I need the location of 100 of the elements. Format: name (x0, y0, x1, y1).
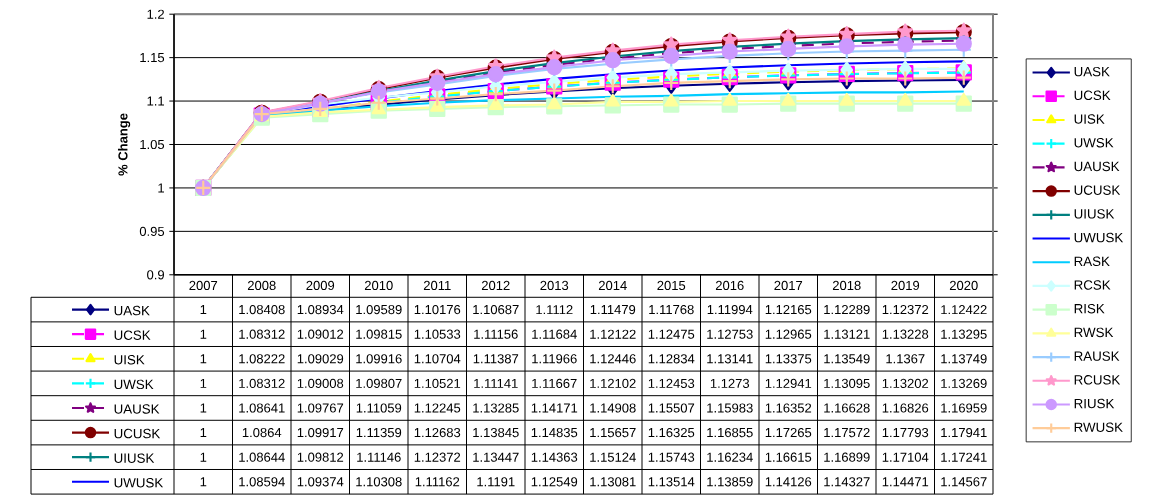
data-label: 1.09812 (297, 452, 344, 462)
data-label: 1.11162 (415, 477, 460, 487)
data-label: 1.13295 (941, 329, 987, 339)
legend-label: UCSK (1074, 90, 1111, 101)
y-tick-label: 1.2 (147, 9, 164, 19)
data-label: 1.13285 (473, 403, 519, 413)
x-tick-label: 2018 (832, 280, 861, 291)
data-label: 1.08408 (239, 304, 285, 315)
data-label: 1.0864 (242, 427, 282, 438)
data-label: 1.10704 (414, 354, 461, 364)
data-label: 1.16628 (824, 403, 870, 413)
data-label: 1 (200, 305, 207, 315)
data-label: 1.16855 (707, 427, 753, 438)
data-label: 1.13081 (590, 477, 636, 487)
data-label: 1.13375 (765, 354, 812, 364)
data-label: 1.13447 (473, 452, 519, 462)
x-tick-label: 2016 (715, 280, 744, 291)
data-label: 1.14567 (941, 477, 987, 487)
y-tick-label: 0.9 (147, 270, 165, 280)
data-label: 1.08222 (239, 354, 285, 364)
y-tick-label: 0.95 (139, 226, 165, 236)
data-label: 1.17793 (882, 427, 929, 438)
data-label: 1.11156 (474, 329, 518, 339)
x-tick-label: 2010 (364, 280, 393, 291)
data-label: 1.12834 (648, 354, 695, 364)
legend-label: RIUSK (1074, 398, 1115, 409)
data-label: 1.15657 (590, 427, 636, 438)
y-tick-label: 1.05 (140, 139, 165, 150)
data-label: 1.12549 (531, 477, 578, 487)
x-tick-label: 2019 (891, 280, 920, 291)
data-label: 1.08644 (239, 452, 285, 462)
data-label: 1.13202 (882, 378, 929, 388)
data-label: 1 (200, 378, 207, 388)
data-label: 1.14835 (531, 427, 578, 438)
data-label: 1.1191 (477, 477, 515, 487)
x-tick-label: 2020 (949, 280, 978, 291)
data-label: 1.10687 (473, 304, 519, 315)
data-label: 1.14908 (590, 403, 636, 413)
data-label: 1.16899 (824, 452, 870, 462)
data-label: 1.13514 (648, 477, 695, 487)
text: UCUSK (114, 428, 161, 439)
data-label: 1.12122 (590, 329, 636, 339)
data-label: 1.09029 (297, 354, 344, 364)
data-label: 1.11146 (357, 452, 401, 462)
data-label: 1.09374 (297, 477, 344, 487)
data-label: 1.12965 (765, 329, 812, 339)
data-label: 1 (200, 452, 207, 462)
data-label: 1.11768 (649, 304, 694, 315)
data-label: 1.09008 (297, 378, 344, 388)
data-label: 1.14363 (531, 452, 578, 462)
data-label: 1.09815 (356, 329, 402, 339)
data-label: 1.12475 (648, 329, 695, 339)
x-tick-label: 2009 (306, 280, 335, 291)
y-tick-label: 1.1 (147, 96, 165, 106)
legend-label: UWSK (1074, 138, 1114, 148)
legend-label: UAUSK (1074, 161, 1120, 172)
data-label: 1.14171 (531, 403, 578, 413)
x-tick-label: 2014 (598, 280, 627, 291)
data-label: 1.12446 (590, 354, 636, 364)
data-label: 1.08641 (239, 403, 285, 413)
data-label: 1.09012 (297, 329, 344, 339)
data-label: 1.13845 (473, 427, 519, 438)
data-label: 1.12753 (707, 329, 753, 339)
data-label: 1.17265 (765, 427, 812, 438)
x-tick-label: 2013 (540, 280, 569, 291)
text: UIUSK (114, 453, 155, 463)
y-axis-title: % Change (117, 113, 131, 176)
x-tick-label: 2008 (247, 280, 276, 291)
data-label: 1.1367 (886, 354, 925, 364)
data-label: 1.13749 (941, 354, 987, 364)
data-label: 1.11479 (590, 304, 636, 315)
data-label: 1.14471 (882, 477, 929, 487)
data-label: 1.12102 (590, 378, 636, 388)
data-label: 1.15983 (707, 403, 753, 413)
data-label: 1.09589 (356, 304, 402, 315)
data-label: 1.08934 (297, 304, 344, 315)
data-label: 1.10533 (414, 329, 461, 339)
data-label: 1 (200, 354, 207, 364)
data-label: 1.09767 (297, 403, 344, 413)
legend-label: UIUSK (1074, 209, 1115, 219)
text: UWSK (114, 379, 154, 390)
data-label: 1.17941 (941, 427, 987, 438)
legend-label: UWUSK (1074, 232, 1124, 243)
legend-label: UASK (1074, 66, 1110, 77)
data-label: 1.12941 (765, 378, 812, 388)
data-label: 1.09916 (356, 354, 402, 364)
data-label: 1.08312 (239, 378, 285, 388)
data-label: 1 (200, 428, 207, 438)
legend-label: RCUSK (1074, 375, 1121, 385)
y-tick-label: 1.15 (140, 53, 165, 63)
data-label: 1.16615 (765, 452, 812, 462)
data-label: 1.11387 (473, 354, 519, 364)
data-label: 1.14126 (765, 477, 812, 487)
data-label: 1.16826 (882, 403, 929, 413)
data-label: 1.10521 (414, 378, 461, 388)
data-label: 1.13269 (941, 378, 987, 388)
data-label: 1.13095 (824, 378, 870, 388)
data-label: 1.16325 (648, 427, 695, 438)
data-label: 1.12683 (414, 427, 461, 438)
data-label: 1.12372 (414, 452, 461, 462)
